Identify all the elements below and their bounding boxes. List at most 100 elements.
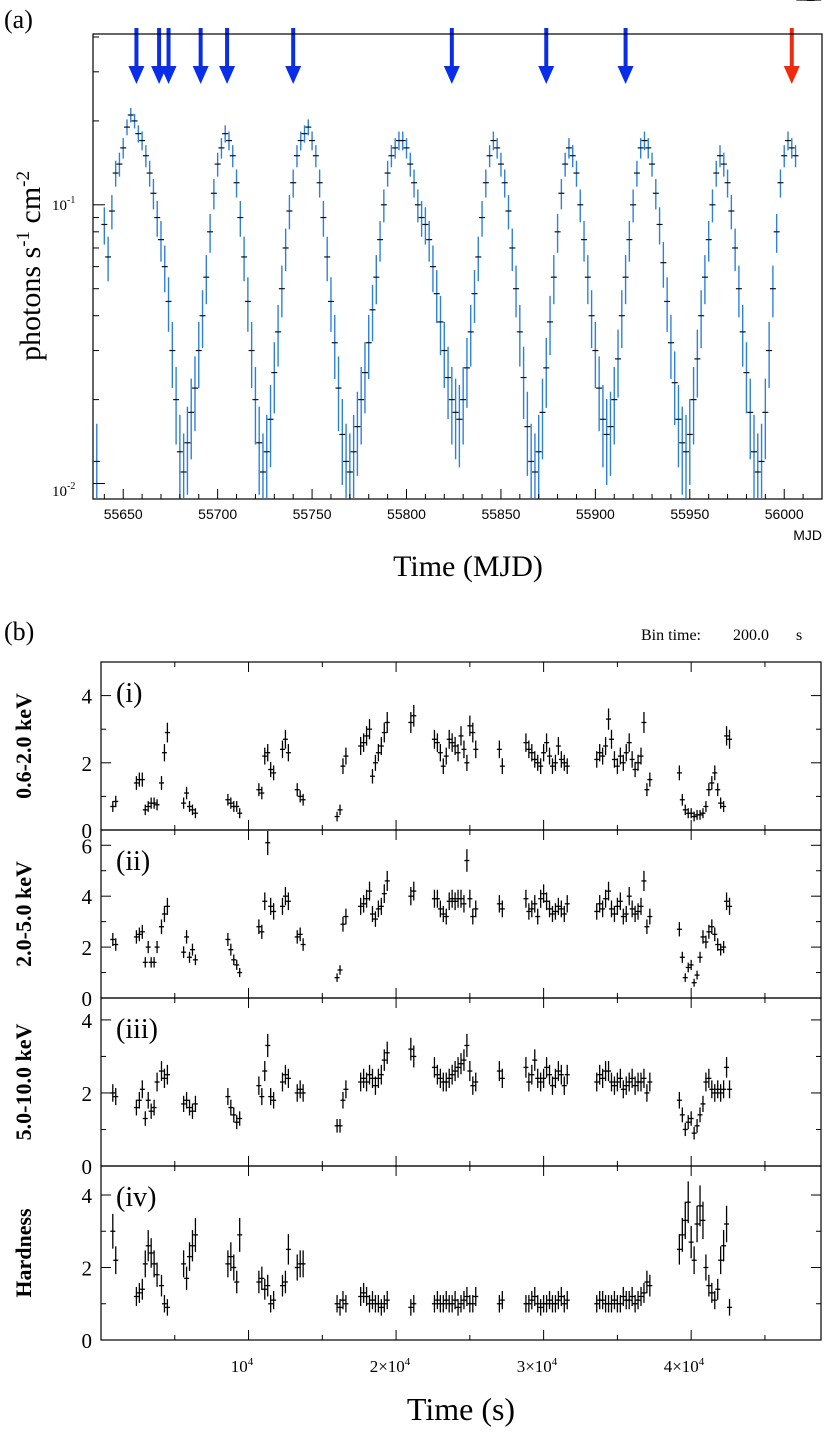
data-point (161, 905, 167, 923)
data-point (364, 726, 370, 746)
data-point (191, 356, 198, 432)
data-point (429, 245, 436, 293)
data-point (327, 277, 334, 332)
data-point (497, 152, 504, 177)
data-point (113, 1246, 119, 1275)
data-point (437, 900, 443, 918)
data-point (151, 957, 157, 968)
data-point (256, 783, 262, 797)
data-point (437, 744, 443, 762)
data-point (440, 1295, 446, 1313)
data-point (312, 145, 319, 168)
data-point (228, 943, 234, 956)
data-point (479, 200, 486, 237)
data-point (626, 887, 632, 906)
data-point (365, 314, 372, 380)
data-point (300, 1250, 306, 1278)
data-point (408, 711, 414, 733)
data-point (720, 152, 727, 177)
data-point (135, 125, 142, 143)
data-point (154, 200, 161, 237)
data-point (189, 1230, 195, 1262)
data-point (781, 145, 788, 168)
data-point (279, 1274, 285, 1297)
data-point (682, 1122, 688, 1137)
data-point (594, 1072, 600, 1092)
data-point (142, 145, 149, 168)
data-point (715, 783, 721, 797)
data-point (547, 1064, 553, 1085)
data-point (526, 903, 532, 920)
data-point (164, 722, 170, 743)
x-tick-label: 55800 (387, 506, 426, 522)
data-point (606, 708, 612, 730)
data-point (146, 160, 153, 187)
subpanel-i-y-axis-title: 0.6-2.0 keV (11, 693, 36, 799)
data-point (265, 1033, 271, 1058)
data-point (724, 169, 731, 198)
y-tick-label: 4 (82, 885, 93, 909)
data-point (151, 1250, 157, 1278)
panel-a-y-axis-title: photons s-1 cm-2 (13, 171, 47, 361)
data-point (408, 1299, 414, 1316)
data-point (471, 270, 478, 323)
data-point (464, 1286, 470, 1307)
data-point (700, 930, 706, 944)
data-point (743, 342, 750, 414)
data-point (375, 744, 381, 762)
data-point (350, 414, 357, 498)
data-point (544, 733, 550, 752)
data-point (747, 378, 754, 460)
data-point (558, 1286, 564, 1307)
data-point (718, 1084, 724, 1102)
data-point (712, 927, 718, 942)
data-point (414, 189, 421, 223)
data-point (343, 1295, 349, 1313)
panel-a-y-ticks (93, 36, 105, 485)
panel-a: (a) 55650 55700 55750 55800 55850 55900 55950 5… (4, 0, 823, 583)
data-point (467, 715, 473, 737)
data-point (334, 973, 340, 982)
data-point (282, 887, 288, 906)
data-point (271, 903, 277, 920)
data-point (516, 304, 523, 367)
data-point (550, 255, 557, 305)
y-tick-label: 4 (82, 1009, 93, 1033)
data-point (136, 1091, 142, 1109)
data-point (189, 1103, 195, 1119)
data-point (112, 160, 119, 187)
data-point (529, 1064, 535, 1085)
data-point (499, 900, 505, 918)
data-point (380, 189, 387, 223)
data-point (703, 935, 709, 949)
data-point (632, 1295, 638, 1313)
data-point (727, 1299, 733, 1316)
data-point (361, 895, 367, 913)
data-point (705, 220, 712, 262)
data-point (688, 959, 694, 970)
data-point (667, 314, 674, 380)
data-point (294, 1254, 300, 1281)
data-point (244, 277, 251, 332)
data-point (237, 1217, 243, 1252)
data-point (164, 1299, 170, 1316)
panel-b-x-axis-title: Time (s) (407, 1391, 515, 1427)
data-point (777, 169, 784, 198)
data-point (154, 940, 160, 954)
data-point (724, 892, 730, 911)
data-point (544, 1295, 550, 1313)
data-point (297, 131, 304, 151)
data-point (754, 433, 761, 498)
data-point (181, 1095, 187, 1113)
data-point (496, 1060, 502, 1082)
data-point (361, 1282, 367, 1303)
subpanel-ii-frame (100, 829, 822, 999)
data-point (611, 751, 617, 768)
data-point (594, 751, 600, 768)
panel-b-x-tick-label-2e4: 2×104 (370, 1356, 411, 1376)
data-point (448, 366, 455, 445)
data-point (145, 940, 151, 954)
data-point (727, 1080, 733, 1099)
data-point (549, 905, 555, 923)
data-point (539, 378, 546, 460)
